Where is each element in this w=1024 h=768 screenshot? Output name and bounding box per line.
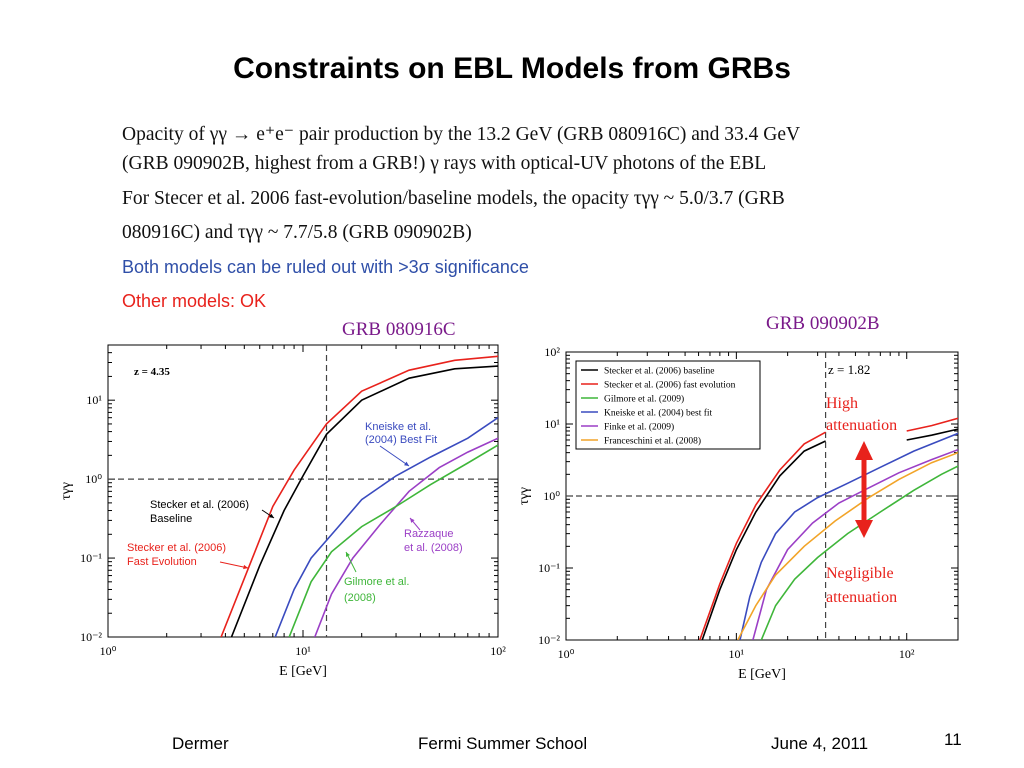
chart2-legend-box: [575, 360, 761, 450]
chart2-series-franceschini: [737, 451, 958, 640]
chart2-y-tick-label: 10⁰: [543, 489, 560, 503]
chart1-x-tick-label: 10²: [490, 644, 506, 658]
chart1-y-tick-label: 10⁻¹: [80, 551, 102, 565]
text-line-4: 080916C) and τγγ ~ 7.7/5.8 (GRB 090902B): [122, 222, 472, 243]
chart2-legend-label: Stecker et al. (2006) baseline: [604, 366, 715, 377]
chart2-legend-label: Stecker et al. (2006) fast evolution: [604, 380, 736, 391]
chart1-series-gilmore: [288, 444, 498, 637]
chart2-y-tick-label: 10⁻²: [538, 633, 560, 647]
chart2-series-kneiske: [739, 432, 958, 640]
chart2-series-finke: [752, 448, 958, 640]
chart1-y-tick-label: 10⁰: [85, 472, 102, 486]
slide-title: Constraints on EBL Models from GRBs: [233, 52, 791, 85]
text-line-2: (GRB 090902B, highest from a GRB!) γ ray…: [122, 153, 767, 174]
chart1-arrow-kneiske: [379, 445, 410, 467]
chart1-y-tick-label: 10¹: [86, 393, 102, 407]
chart2-series-stecker_base: [906, 428, 958, 441]
chart2-legend-label: Franceschini et al. (2008): [604, 436, 701, 447]
chart1-arrow-stecker-fast-head: [243, 564, 248, 570]
chart2-double-arrow-up-head: [855, 441, 873, 460]
chart2-annotation: High: [826, 395, 858, 412]
chart2-annotation: attenuation: [826, 589, 897, 606]
chart1-y-axis-label: τγγ: [59, 482, 74, 500]
chart1-annotation: Fast Evolution: [127, 556, 197, 568]
footer-page-number: 11: [944, 730, 962, 749]
chart1-annotation: et al. (2008): [404, 542, 463, 554]
chart1-annotation: (2004) Best Fit: [365, 434, 437, 446]
chart2-series-stecker_base: [701, 440, 826, 640]
chart2-x-tick-label: 10²: [899, 647, 915, 661]
chart2-x-tick-label: 10⁰: [558, 647, 575, 661]
footer-author: Dermer: [172, 734, 229, 753]
chart2-y-tick-label: 10¹: [544, 417, 560, 431]
chart2-series-stecker_fast: [906, 417, 958, 432]
chart1-annotation: Stecker et al. (2006): [150, 499, 249, 511]
chart1-arrow-stecker-fast: [219, 561, 249, 569]
text-line-3: For Stecer et al. 2006 fast-evolution/ba…: [122, 188, 785, 209]
footer-date: June 4, 2011: [771, 734, 869, 753]
chart2-annotation: Negligible: [826, 565, 894, 582]
chart1-annotation: Kneiske et al.: [365, 421, 431, 433]
chart2-series-gilmore: [760, 465, 958, 640]
chart1-annotation: Baseline: [150, 513, 192, 525]
chart2-legend-label: Finke et al. (2009): [604, 422, 674, 433]
chart1-series-stecker_base: [230, 365, 498, 637]
chart1-annotation: Stecker et al. (2006): [127, 542, 226, 554]
chart1-redshift-label: z = 4.35: [134, 366, 170, 378]
chart1-x-tick-label: 10¹: [295, 644, 311, 658]
chart1-annotation: Razzaque: [404, 528, 454, 540]
chart1-arrow-razzaque-head: [410, 518, 415, 523]
footer-event: Fermi Summer School: [418, 734, 588, 753]
chart2-title: GRB 090902B: [766, 313, 880, 334]
chart1-annotation: (2008): [344, 592, 376, 604]
chart1-title: GRB 080916C: [342, 319, 456, 340]
chart1-y-tick-label: 10⁻²: [80, 630, 102, 644]
chart2-x-axis-label: E [GeV]: [738, 667, 786, 682]
chart2-y-tick-label: 10²: [544, 345, 560, 359]
chart1-frame: [107, 344, 499, 638]
chart1-annotation: Gilmore et al.: [344, 576, 409, 588]
chart1-arrow-stecker-baseline-head: [269, 513, 274, 518]
chart2-double-arrow-down-head: [855, 520, 873, 538]
chart2-series-stecker_fast: [699, 431, 826, 640]
chart2-y-axis-label: τγγ: [517, 487, 532, 505]
chart2-annotation: attenuation: [826, 417, 897, 434]
chart1-x-tick-label: 10⁰: [100, 644, 117, 658]
chart2-legend-label: Gilmore et al. (2009): [604, 394, 684, 405]
text-line-red: Other models: OK: [122, 291, 267, 311]
chart1-series-stecker_fast: [220, 355, 498, 637]
chart1-series-kneiske: [274, 417, 498, 637]
chart1-x-axis-label: E [GeV]: [279, 664, 327, 679]
text-line-1: Opacity of γγ → e⁺e⁻ pair production by …: [122, 124, 801, 145]
chart2-redshift-label: z = 1.82: [828, 362, 870, 377]
chart2-x-tick-label: 10¹: [729, 647, 745, 661]
chart1-arrow-gilmore-head: [346, 552, 350, 557]
chart2-y-tick-label: 10⁻¹: [538, 561, 560, 575]
text-line-blue: Both models can be ruled out with >3σ si…: [122, 257, 529, 277]
chart1-arrow-kneiske-head: [404, 461, 409, 466]
chart2-legend-label: Kneiske et al. (2004) best fit: [604, 408, 713, 419]
